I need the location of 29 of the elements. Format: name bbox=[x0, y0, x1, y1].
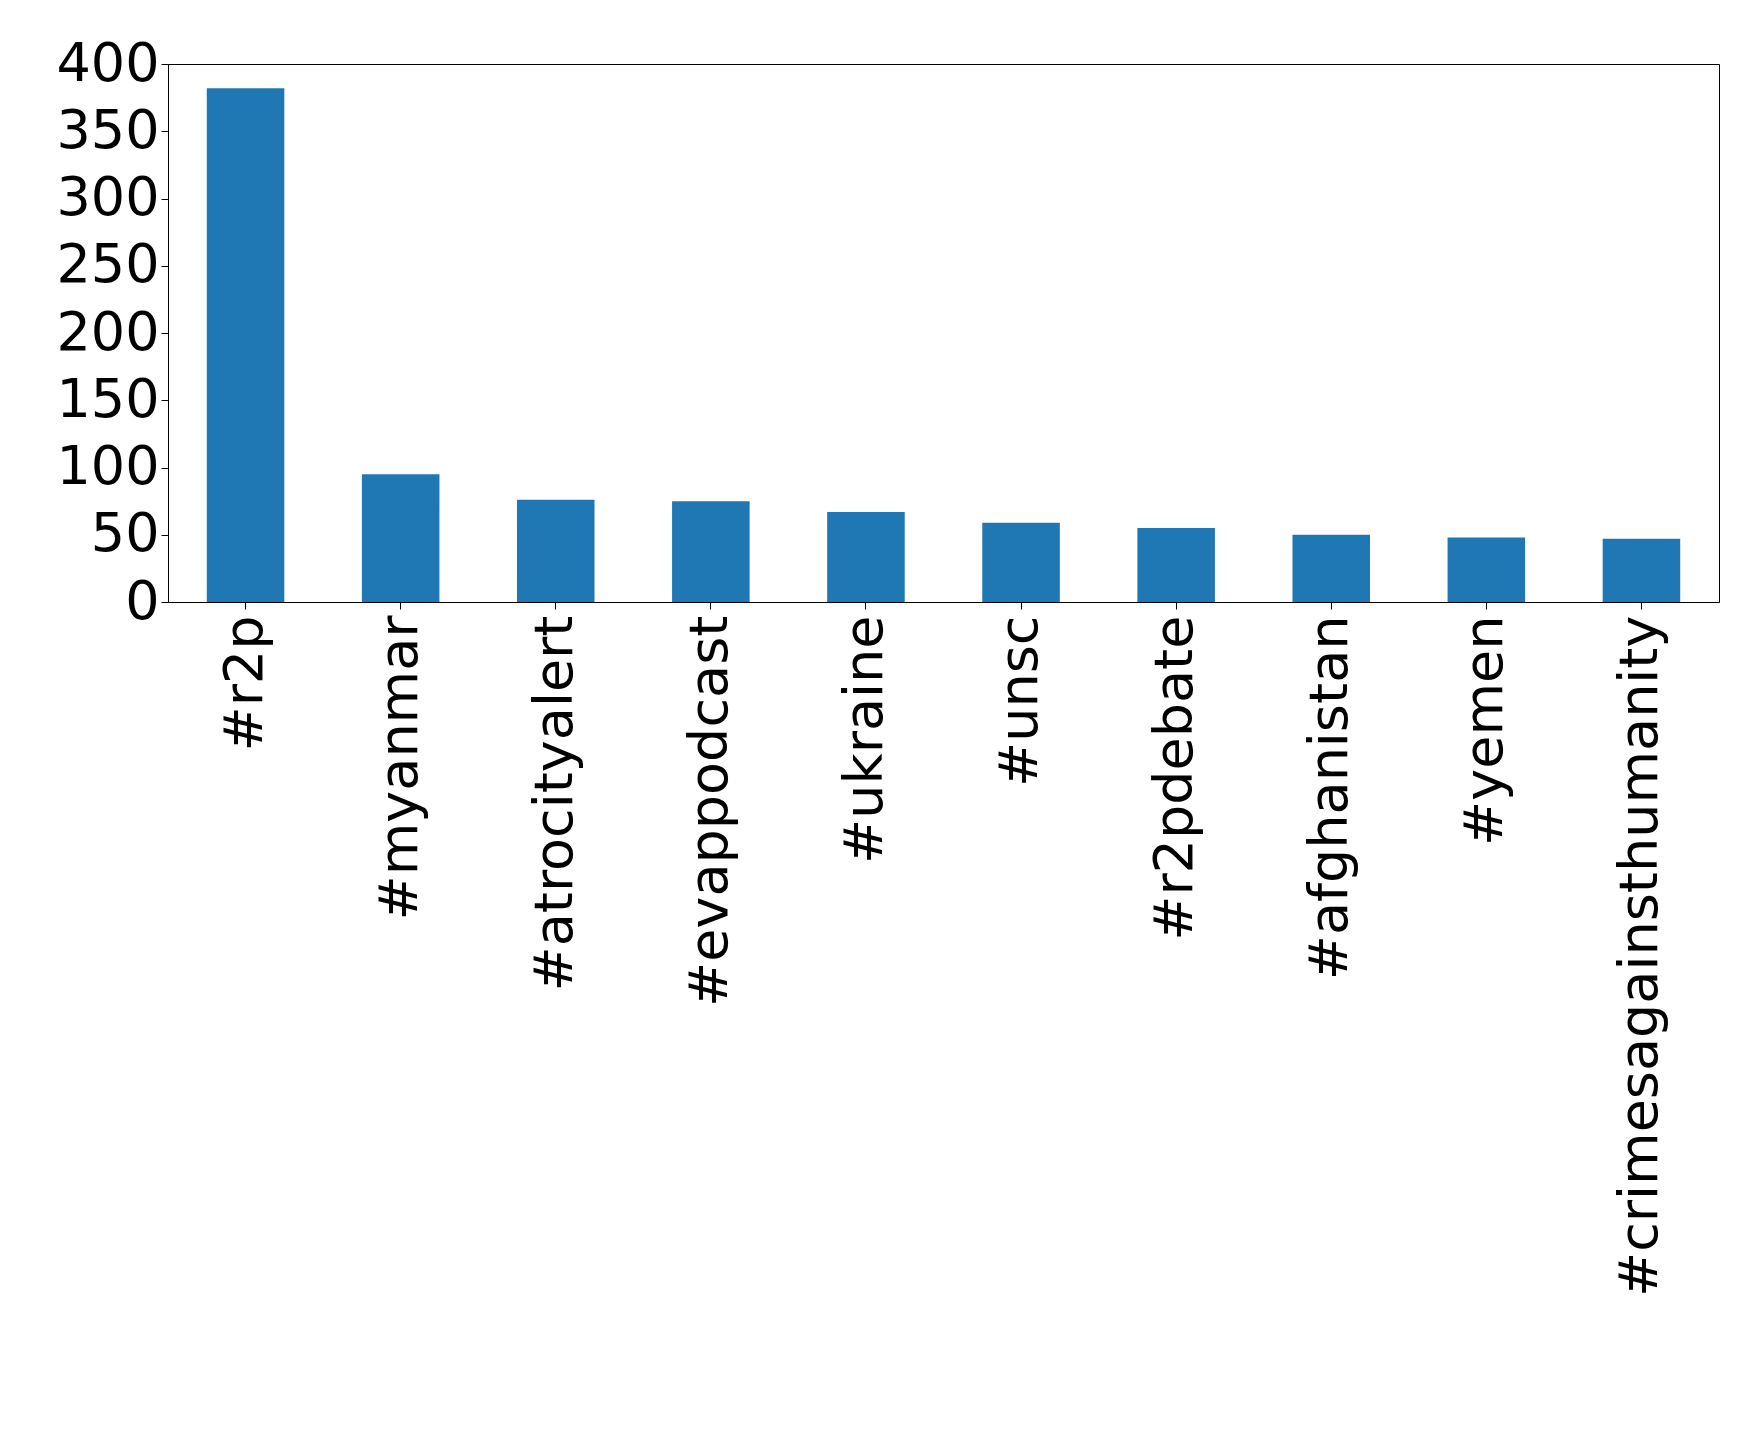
y-tick-label: 150 bbox=[56, 366, 160, 430]
y-tick-label: 400 bbox=[56, 30, 160, 94]
bar bbox=[516, 499, 595, 602]
y-tick-label: 250 bbox=[56, 232, 160, 296]
y-tick-label: 100 bbox=[56, 434, 160, 497]
x-tick-label: #r2p bbox=[211, 615, 275, 752]
bar bbox=[827, 511, 905, 602]
x-tick-label: #atrocityalert bbox=[521, 615, 585, 992]
x-tick-label: #myanmar bbox=[366, 614, 430, 921]
bar bbox=[361, 474, 440, 602]
bar bbox=[672, 501, 750, 602]
y-tick-label: 350 bbox=[56, 97, 160, 161]
bar bbox=[1602, 538, 1681, 602]
x-tick-label: #crimesagainsthumanity bbox=[1607, 615, 1671, 1298]
bar bbox=[206, 88, 285, 602]
y-tick-label: 200 bbox=[56, 299, 160, 363]
bar bbox=[1292, 534, 1371, 602]
x-tick-label: #unsc bbox=[987, 615, 1051, 788]
bar bbox=[982, 522, 1060, 602]
x-tick-label: #yemen bbox=[1452, 615, 1516, 846]
x-tick-label: #evappodcast bbox=[676, 615, 740, 1007]
x-tick-label: #ukraine bbox=[831, 615, 895, 864]
y-tick-label: 0 bbox=[125, 568, 160, 632]
x-tick-label: #r2pdebate bbox=[1142, 615, 1206, 941]
bar bbox=[1447, 537, 1526, 602]
y-tick-label: 300 bbox=[56, 165, 160, 228]
x-tick-label: #afghanistan bbox=[1297, 615, 1361, 981]
y-tick-label: 50 bbox=[90, 501, 160, 565]
bar bbox=[1137, 528, 1215, 602]
